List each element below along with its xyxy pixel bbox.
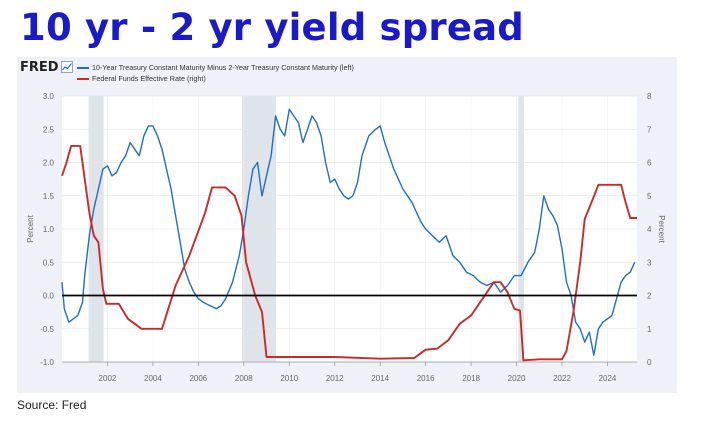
series-line-fedfunds	[61, 144, 637, 362]
y-tick-label: -1.0	[40, 358, 54, 367]
y-tick-label: 1.5	[43, 192, 55, 201]
slide-title: 10 yr - 2 yr yield spread	[20, 6, 524, 49]
y-right-tick-label: 4	[647, 225, 652, 234]
legend-label-spread: 10-Year Treasury Constant Maturity Minus…	[92, 63, 354, 72]
y-right-tick-label: 3	[647, 258, 652, 267]
y-axis-title: Percent	[26, 214, 35, 242]
y-right-tick-label: 8	[647, 92, 652, 101]
legend-swatch-spread	[77, 67, 89, 69]
y-tick-label: 1.0	[43, 225, 55, 234]
x-tick-label: 2012	[326, 374, 344, 383]
x-tick-label: 2002	[99, 374, 117, 383]
x-tick-label: 2006	[189, 374, 207, 383]
y-right-tick-label: 0	[647, 358, 652, 367]
series-line-spread	[61, 108, 636, 356]
source-note: Source: Fred	[17, 398, 87, 412]
fred-chart-icon	[61, 61, 73, 73]
x-tick-label: 2008	[235, 374, 253, 383]
legend-swatch-fedfunds	[77, 78, 89, 80]
y-right-tick-label: 1	[647, 325, 652, 334]
x-tick-label: 2018	[462, 374, 480, 383]
y-right-tick-label: 7	[647, 125, 652, 134]
x-tick-label: 2016	[417, 374, 435, 383]
y-right-tick-label: 2	[647, 292, 652, 301]
y-tick-label: 0.0	[43, 292, 55, 301]
y-right-axis-title: Percent	[657, 215, 666, 243]
y-right-tick-label: 5	[647, 192, 652, 201]
x-tick-label: 2024	[599, 374, 617, 383]
y-tick-label: -0.5	[40, 325, 54, 334]
legend-label-fedfunds: Federal Funds Effective Rate (right)	[92, 74, 206, 83]
x-tick-label: 2020	[508, 374, 526, 383]
fred-logo: FRED	[20, 60, 59, 75]
y-tick-label: 2.5	[43, 125, 55, 134]
y-tick-label: 3.0	[43, 92, 55, 101]
y-tick-label: 0.5	[43, 258, 55, 267]
y-tick-label: 2.0	[43, 159, 55, 168]
x-tick-label: 2010	[280, 374, 298, 383]
x-tick-label: 2022	[553, 374, 571, 383]
x-tick-label: 2004	[144, 374, 162, 383]
x-tick-label: 2014	[371, 374, 389, 383]
y-right-tick-label: 6	[647, 159, 652, 168]
